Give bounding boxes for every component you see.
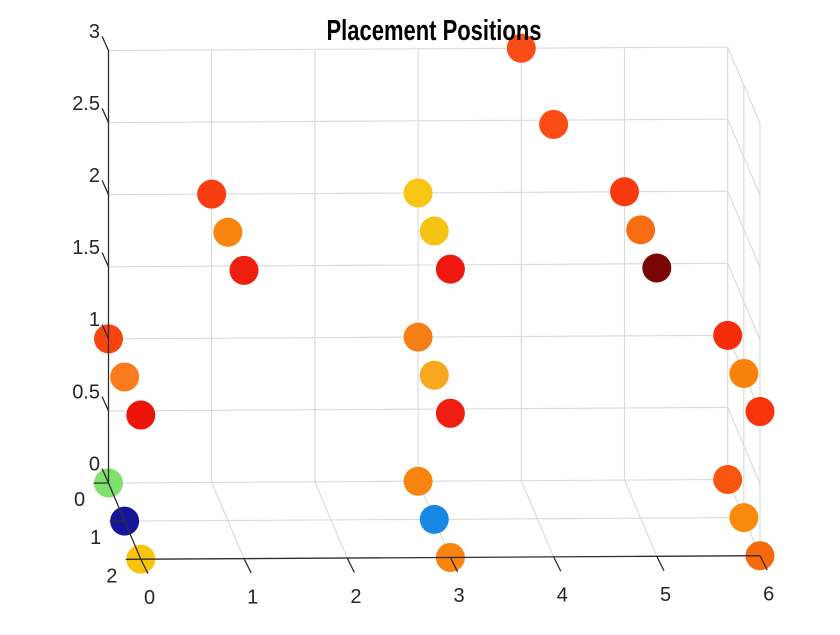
svg-text:0: 0 [144,587,155,609]
svg-text:1.5: 1.5 [72,237,100,259]
svg-text:2.5: 2.5 [72,93,100,115]
svg-text:0: 0 [74,489,85,511]
svg-text:0: 0 [89,453,100,475]
svg-text:Placement Positions: Placement Positions [327,15,542,47]
svg-text:0.5: 0.5 [72,381,100,403]
svg-text:3: 3 [454,585,465,607]
svg-text:1: 1 [247,586,258,608]
svg-text:2: 2 [106,565,117,587]
svg-text:1: 1 [89,309,100,331]
svg-text:2: 2 [350,586,361,608]
svg-text:3: 3 [89,21,100,43]
svg-text:4: 4 [557,585,568,607]
svg-text:6: 6 [763,584,774,606]
svg-text:2: 2 [89,165,100,187]
svg-text:1: 1 [90,527,101,549]
svg-text:5: 5 [660,584,671,606]
